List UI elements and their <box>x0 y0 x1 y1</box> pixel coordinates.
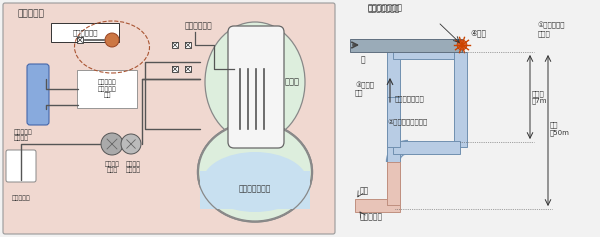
FancyBboxPatch shape <box>27 64 49 125</box>
Text: 全長
終50m: 全長 終50m <box>550 122 570 136</box>
FancyBboxPatch shape <box>386 162 400 205</box>
Text: ②蒸気が流入、着火: ②蒸気が流入、着火 <box>388 119 428 125</box>
Text: 復水タンク: 復水タンク <box>11 195 31 201</box>
FancyBboxPatch shape <box>355 199 400 211</box>
Ellipse shape <box>203 152 308 212</box>
FancyBboxPatch shape <box>172 66 178 72</box>
Ellipse shape <box>205 22 305 142</box>
Text: 配管内滴留水面: 配管内滴留水面 <box>368 3 403 12</box>
Circle shape <box>105 33 119 47</box>
Ellipse shape <box>197 122 313 222</box>
FancyBboxPatch shape <box>393 141 460 154</box>
Text: 余熱除去系
熱交換器: 余熱除去系 熱交換器 <box>14 129 33 141</box>
FancyBboxPatch shape <box>51 23 119 42</box>
FancyBboxPatch shape <box>172 42 178 48</box>
FancyBboxPatch shape <box>185 42 191 48</box>
Text: 原子炉: 原子炉 <box>285 77 300 87</box>
Circle shape <box>101 133 123 155</box>
Circle shape <box>457 40 467 50</box>
Text: 原子炉建屋: 原子炉建屋 <box>18 9 45 18</box>
Text: ①水素、酸素
が蔓積: ①水素、酸素 が蔓積 <box>538 22 566 37</box>
Circle shape <box>121 134 141 154</box>
Text: 高圧注入
ポンプ: 高圧注入 ポンプ <box>104 161 119 173</box>
FancyBboxPatch shape <box>200 171 310 209</box>
Text: 配管破断箇所: 配管破断箇所 <box>72 30 98 36</box>
Text: 蒸気: 蒸気 <box>360 187 369 196</box>
Text: 高圧注入
タービン: 高圧注入 タービン <box>125 161 140 173</box>
Text: 余熱除去系
蒸気凝縮系
配管: 余熱除去系 蒸気凝縮系 配管 <box>98 80 116 98</box>
FancyBboxPatch shape <box>185 66 191 72</box>
FancyBboxPatch shape <box>77 37 83 43</box>
Text: 配管分岐部: 配管分岐部 <box>360 213 383 222</box>
FancyBboxPatch shape <box>454 52 467 147</box>
Text: ④破断: ④破断 <box>470 28 486 37</box>
Text: 配管長
終7m: 配管長 終7m <box>532 90 548 104</box>
FancyBboxPatch shape <box>228 26 284 148</box>
Text: 水素と酸素の層: 水素と酸素の層 <box>395 96 425 102</box>
Text: 主タービンへ: 主タービンへ <box>184 21 212 30</box>
FancyBboxPatch shape <box>386 97 400 147</box>
Text: 水: 水 <box>361 55 365 64</box>
Text: 原子炉格納容器: 原子炉格納容器 <box>239 184 271 193</box>
Text: 配管内滴留水面: 配管内滴留水面 <box>368 4 400 13</box>
FancyBboxPatch shape <box>393 46 460 59</box>
FancyBboxPatch shape <box>386 52 400 162</box>
FancyBboxPatch shape <box>6 150 36 182</box>
FancyBboxPatch shape <box>77 70 137 108</box>
Text: ③燃焼が
伝播: ③燃焼が 伝播 <box>355 82 374 96</box>
FancyBboxPatch shape <box>3 3 335 234</box>
FancyBboxPatch shape <box>350 38 462 51</box>
FancyBboxPatch shape <box>386 162 400 205</box>
